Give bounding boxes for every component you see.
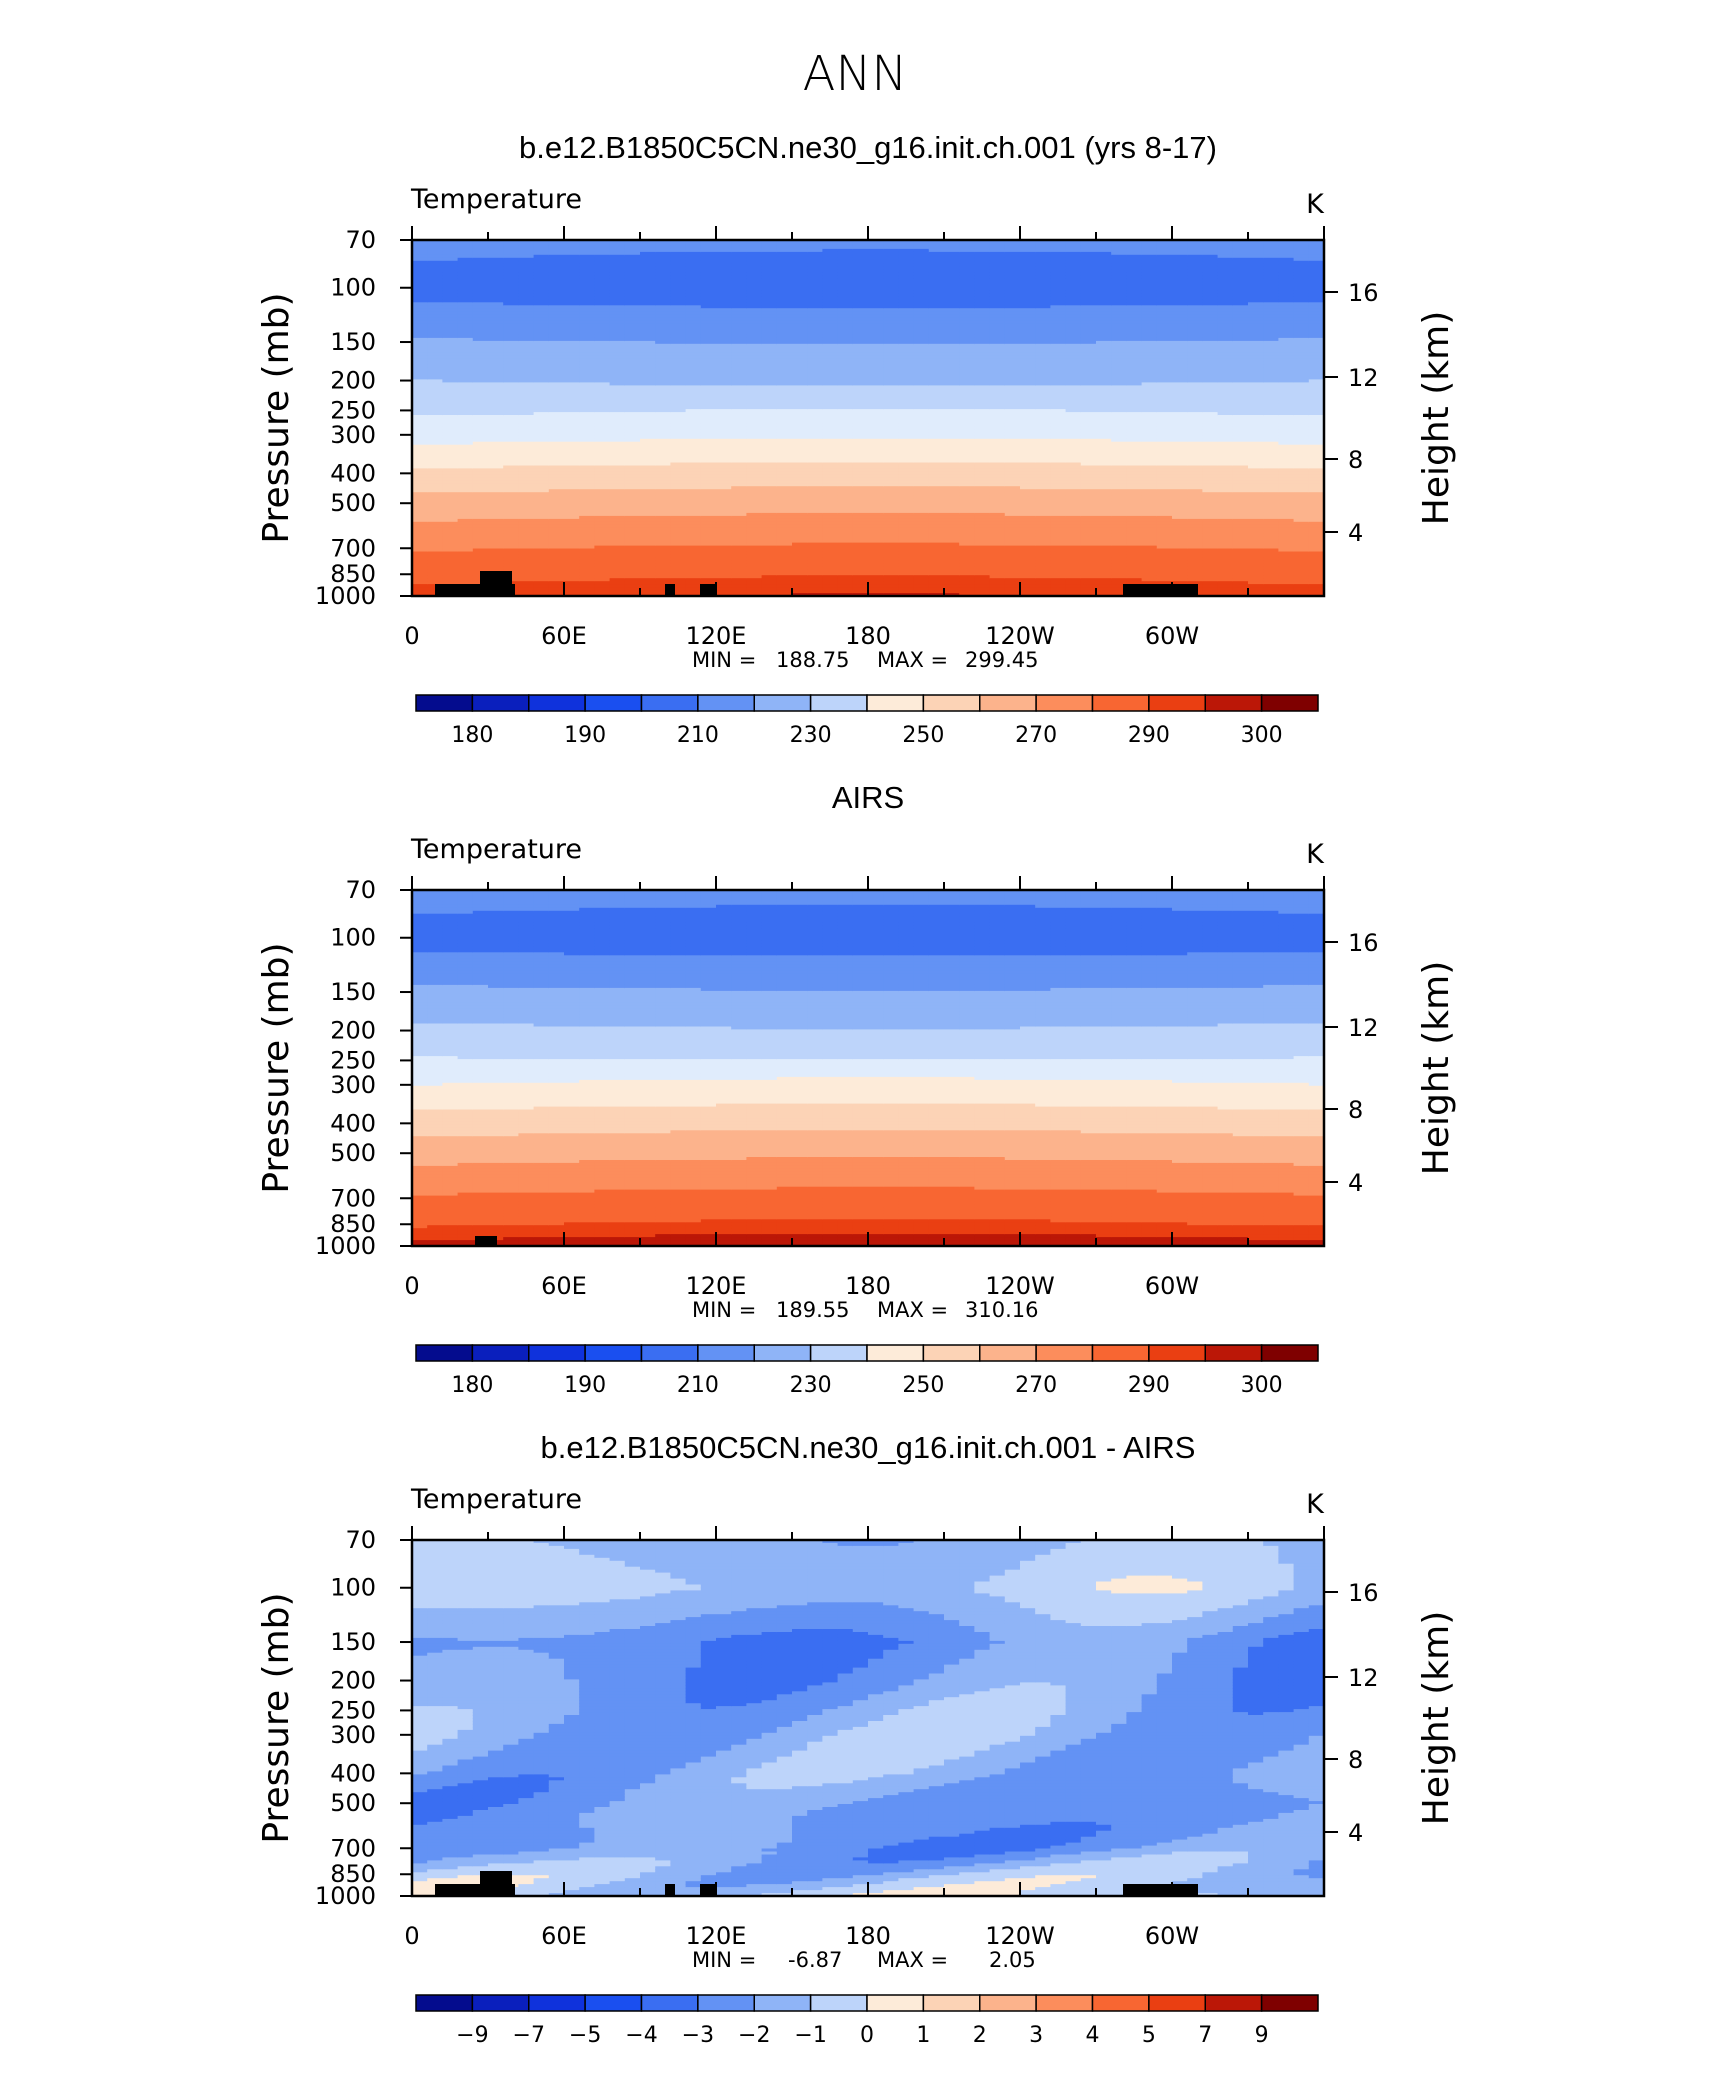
panel-1: b.e12.B1850C5CN.ne30_g16.init.ch.001 (yr… — [256, 130, 1457, 748]
panel-title: b.e12.B1850C5CN.ne30_g16.init.ch.001 (yr… — [519, 130, 1217, 165]
contour-field — [412, 240, 1325, 597]
figure-title: ANN — [803, 46, 908, 102]
panel-subtitle-left: Temperature — [410, 184, 582, 215]
panel-subtitle-right: K — [1306, 189, 1325, 220]
